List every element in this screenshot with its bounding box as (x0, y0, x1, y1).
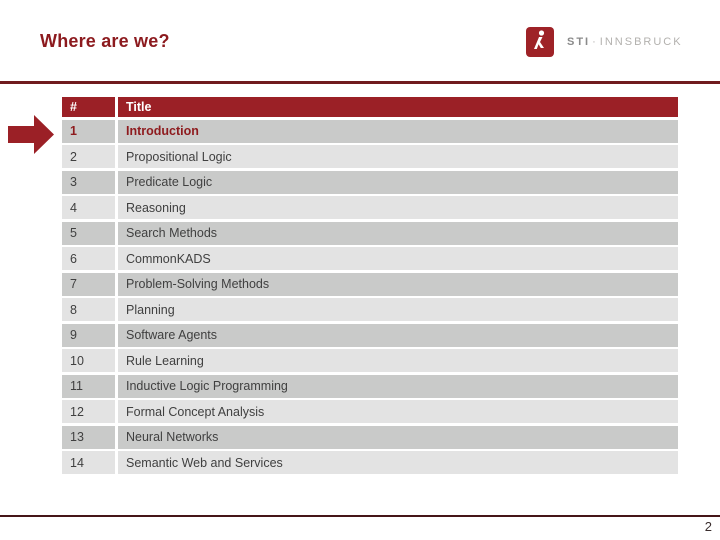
current-position-arrow-icon (7, 113, 55, 161)
table-row: 10 Rule Learning (62, 349, 678, 372)
table-row: 1 Introduction (62, 119, 678, 143)
header-rule (0, 81, 720, 84)
row-number: 14 (62, 451, 115, 474)
row-title: Inductive Logic Programming (118, 374, 678, 398)
logo-text: STI · INNSBRUCK (567, 36, 683, 48)
table-row: 5 Search Methods (62, 221, 678, 245)
row-number: 6 (62, 247, 115, 270)
row-title: Planning (118, 298, 678, 321)
column-header-number: # (62, 97, 115, 117)
row-title: Propositional Logic (118, 145, 678, 168)
row-number: 12 (62, 400, 115, 423)
row-number: 8 (62, 298, 115, 321)
page-number: 2 (704, 519, 712, 534)
logo-location: INNSBRUCK (599, 36, 683, 48)
page-title: Where are we? (40, 31, 170, 51)
row-number: 9 (62, 323, 115, 347)
row-title: Problem-Solving Methods (118, 272, 678, 296)
row-number: 4 (62, 196, 115, 219)
row-title: Semantic Web and Services (118, 451, 678, 474)
row-number: 10 (62, 349, 115, 372)
table-row: 8 Planning (62, 298, 678, 321)
footer-rule (0, 515, 720, 517)
table-body: 1 Introduction 2 Propositional Logic 3 Predic… (62, 119, 678, 474)
table-row: 11 Inductive Logic Programming (62, 374, 678, 398)
row-title: Reasoning (118, 196, 678, 219)
row-number: 3 (62, 170, 115, 194)
row-title: CommonKADS (118, 247, 678, 270)
row-number: 2 (62, 145, 115, 168)
row-number: 1 (62, 119, 115, 143)
logo-brand: STI (567, 36, 591, 48)
table-row: 6 CommonKADS (62, 247, 678, 270)
row-number: 7 (62, 272, 115, 296)
sti-dancer-icon (530, 29, 550, 56)
table-row: 9 Software Agents (62, 323, 678, 347)
row-number: 13 (62, 425, 115, 449)
table-row: 3 Predicate Logic (62, 170, 678, 194)
row-title: Neural Networks (118, 425, 678, 449)
table-row: 4 Reasoning (62, 196, 678, 219)
row-title: Rule Learning (118, 349, 678, 372)
logo-square (526, 27, 554, 57)
toc-table: # Title 1 Introduction 2 Propositional Logi… (62, 97, 678, 474)
row-title: Formal Concept Analysis (118, 400, 678, 423)
table-header-row: # Title (62, 97, 678, 117)
table-row: 12 Formal Concept Analysis (62, 400, 678, 423)
row-title: Search Methods (118, 221, 678, 245)
table-row: 13 Neural Networks (62, 425, 678, 449)
table-row: 7 Problem-Solving Methods (62, 272, 678, 296)
row-number: 11 (62, 374, 115, 398)
row-title: Predicate Logic (118, 170, 678, 194)
table-row: 14 Semantic Web and Services (62, 451, 678, 474)
row-number: 5 (62, 221, 115, 245)
row-title: Introduction (118, 119, 678, 143)
column-header-title: Title (118, 97, 678, 117)
logo-separator: · (592, 36, 598, 48)
row-title: Software Agents (118, 323, 678, 347)
sti-innsbruck-logo: STI · INNSBRUCK (526, 27, 683, 57)
table-row: 2 Propositional Logic (62, 145, 678, 168)
